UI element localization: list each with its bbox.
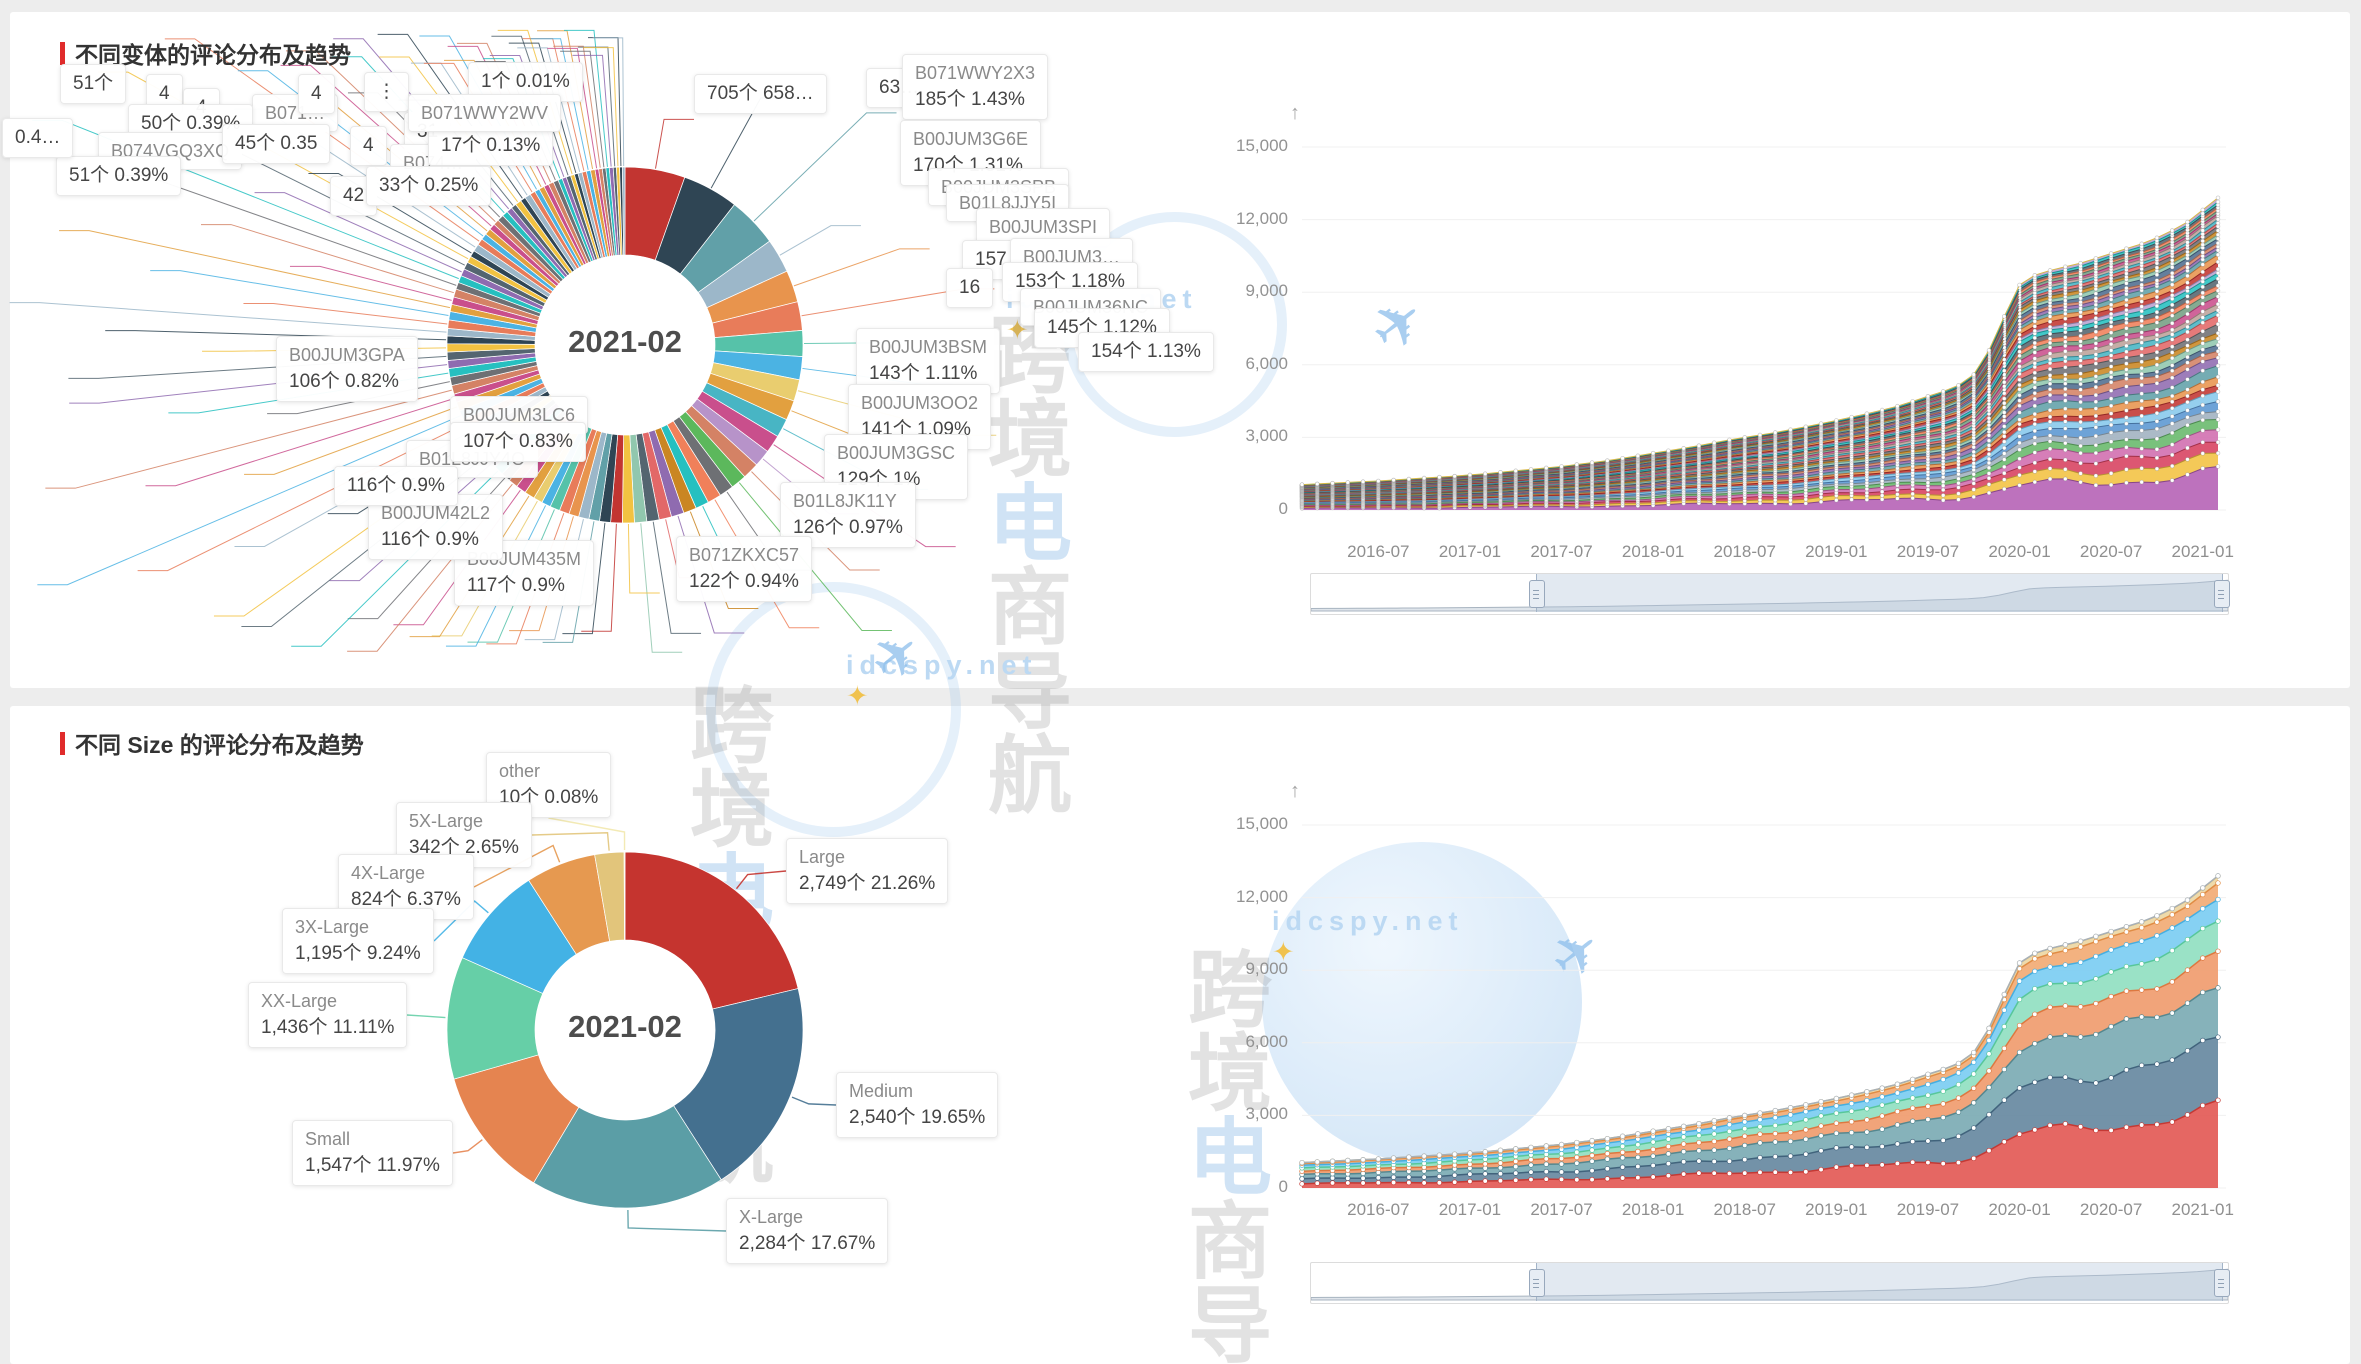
title-accent-bar xyxy=(60,731,65,755)
trend-range-slider[interactable] xyxy=(1310,573,2230,615)
panel-title-variants: 不同变体的评论分布及趋势 xyxy=(60,36,351,70)
trend-range-slider[interactable] xyxy=(1310,1262,2230,1304)
slider-selected-range[interactable] xyxy=(1536,1263,2223,1301)
slider-minimap xyxy=(1311,1268,2228,1301)
slider-minimap xyxy=(1311,579,2228,612)
title-accent-bar xyxy=(60,41,65,65)
slider-handle-right[interactable] xyxy=(2214,1269,2230,1297)
slider-selected-range[interactable] xyxy=(1536,574,2223,612)
slider-handle-left[interactable] xyxy=(1529,1269,1545,1297)
slider-handle-right[interactable] xyxy=(2214,580,2230,608)
panel-title-sizes: 不同 Size 的评论分布及趋势 xyxy=(60,726,364,760)
slider-handle-left[interactable] xyxy=(1529,580,1545,608)
